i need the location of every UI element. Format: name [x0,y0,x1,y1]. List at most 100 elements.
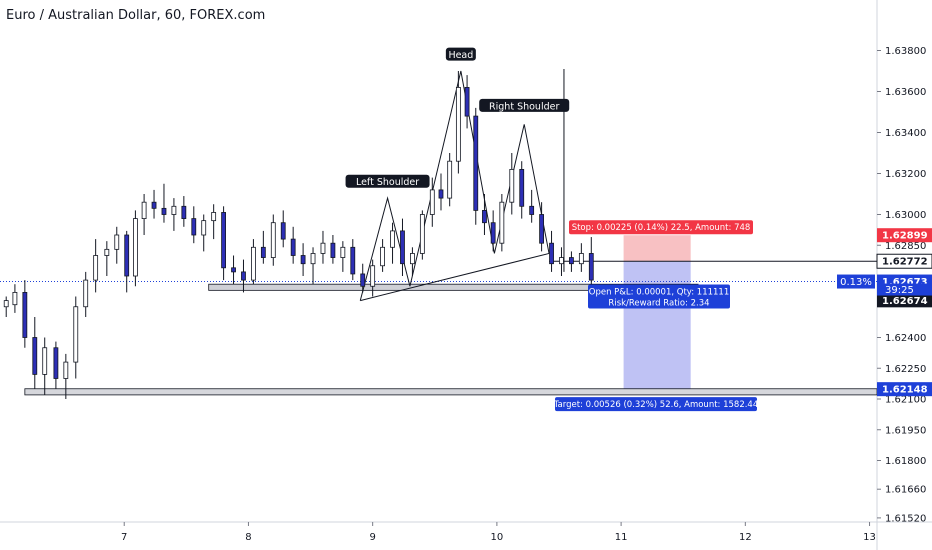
candle [320,242,326,254]
candle [330,242,336,258]
y-tick-label: 1.61800 [885,456,926,467]
candle [360,273,366,287]
candle [181,205,187,220]
candle [12,291,18,306]
candle [171,205,177,215]
candle [221,212,226,269]
x-tick-label: 9 [369,532,375,543]
candle [191,218,197,236]
candle [447,160,453,199]
candle [3,300,9,308]
candle [490,222,496,244]
pattern-label-box [479,98,570,112]
candle [419,214,425,254]
y-tick-label: 1.62400 [885,333,926,344]
stop-label-box [569,220,753,235]
candle [32,337,38,375]
candle [569,257,574,265]
x-tick-label: 13 [863,532,876,543]
candle [22,291,28,338]
pattern-label: Right Shoulder [489,101,559,112]
target-label-box [555,397,757,412]
pattern-label: Left Shoulder [356,177,419,188]
pnl-label: Risk/Reward Ratio: 2.34 [608,299,709,309]
candle [588,253,594,281]
target-zone [623,261,691,390]
y-tick-label: 1.63800 [885,46,926,57]
candle [519,168,525,207]
candle [104,248,110,256]
candle [124,234,130,277]
candle [482,209,487,224]
candle [280,222,286,240]
price-label-box [877,228,932,243]
lower-support-band [24,388,878,396]
target-label: Target: 0.00526 (0.32%) 52.6, Amount: 15… [553,400,759,410]
candle [455,87,461,162]
y-tick-label: 1.62250 [885,364,926,375]
candle [350,246,356,275]
candle [559,257,564,265]
candle [340,246,346,258]
candle [211,212,217,222]
price-label-box [877,382,932,397]
x-tick-label: 12 [739,532,752,543]
pattern-label: Head [448,50,473,61]
candle [380,246,386,267]
candle [141,201,147,219]
stop-zone [623,235,691,262]
candle [529,205,535,215]
pnl-label-box [588,284,730,309]
candle [63,361,69,379]
candle [549,242,554,265]
y-tick-label: 1.61520 [885,513,926,524]
x-tick-label: 10 [491,532,504,543]
head-shoulders-line [359,70,550,301]
candle [290,238,296,256]
candle [578,253,584,265]
y-tick-label: 1.63600 [885,87,926,98]
stop-label: Stop: 0.00225 (0.14%) 22.5, Amount: 748 [572,223,751,233]
price-label: 1.62772 [882,257,928,268]
countdown: 39:25 [885,285,914,296]
y-tick-label: 1.61660 [885,485,926,496]
candle [499,201,505,244]
candle [42,347,48,375]
candle [464,87,470,117]
candle [241,271,246,281]
countdown-box [877,283,932,296]
x-tick-label: 7 [121,532,127,543]
candle [390,230,395,248]
candle [161,207,167,215]
pattern-label-box [345,174,430,188]
y-tick-label: 1.61950 [885,425,926,436]
candle [260,246,266,258]
candle [73,306,79,363]
price-label: 1.62899 [882,231,928,242]
price-label: 1.62148 [882,385,928,396]
candle [310,253,316,265]
y-tick-label: 1.62850 [885,241,926,252]
neckline [360,252,550,302]
pattern-label-box [445,47,476,61]
chart-title: Euro / Australian Dollar, 60, FOREX.com [6,8,266,23]
candle [83,279,89,308]
pct-label-box [837,274,875,289]
candle [231,267,236,273]
y-tick-label: 1.63200 [885,169,926,180]
candle [93,255,99,281]
x-tick-label: 11 [615,532,628,543]
candle [300,255,306,265]
x-tick-label: 8 [245,532,251,543]
candle [410,253,415,265]
y-tick-label: 1.63000 [885,210,926,221]
candle [270,222,276,258]
price-label: 1.62673 [882,277,928,288]
candle [114,234,120,250]
pct-label: 0.13% [840,277,872,288]
candle [53,347,59,379]
candle [539,214,545,244]
candle [370,265,376,287]
candle [400,230,405,265]
